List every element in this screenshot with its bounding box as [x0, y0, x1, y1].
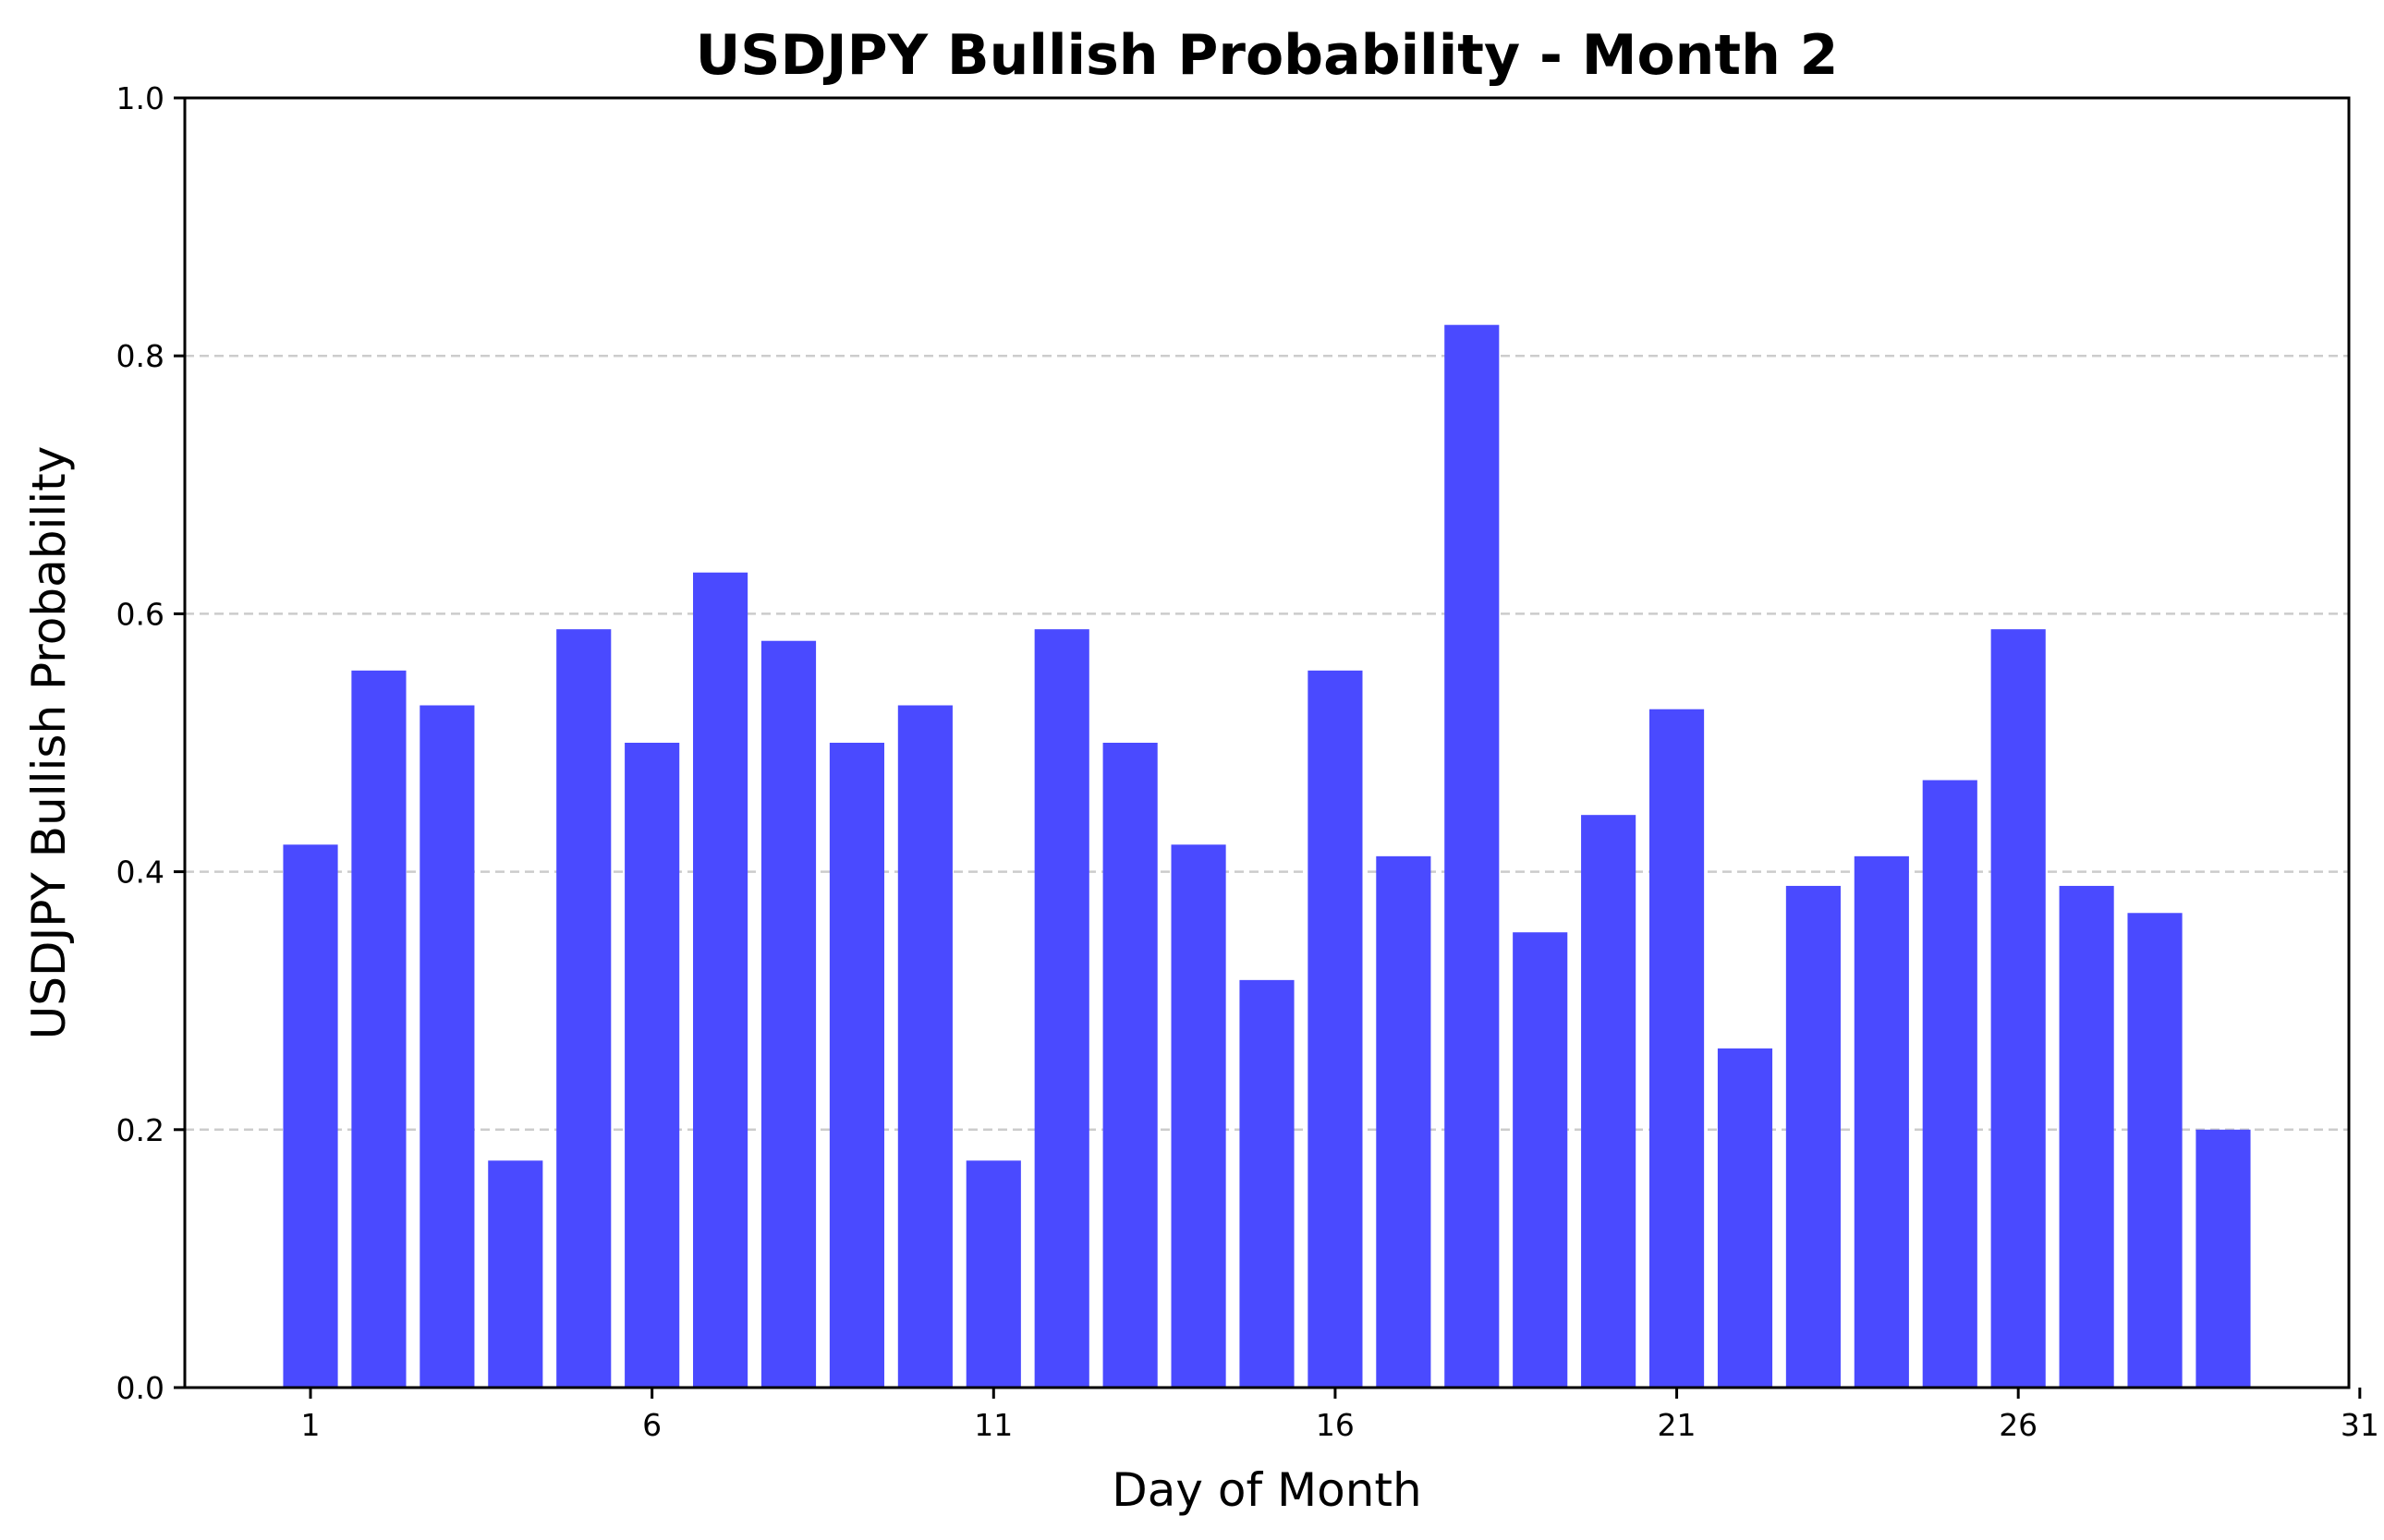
- y-axis-label: USDJPY Bullish Probability: [22, 446, 76, 1040]
- bar-day-18: [1444, 324, 1500, 1388]
- bar-day-1: [283, 844, 338, 1388]
- bar-day-7: [693, 572, 748, 1388]
- x-axis-ticks: 1 6 11 16 21 26 31: [301, 1388, 2379, 1443]
- bar-day-25: [1922, 780, 1977, 1388]
- y-tick-label-0.8: 0.8: [116, 338, 164, 374]
- bar-day-9: [829, 743, 885, 1388]
- bar-day-29: [2195, 1129, 2251, 1388]
- bar-day-15: [1239, 979, 1295, 1388]
- bar-day-14: [1171, 844, 1226, 1388]
- bar-day-20: [1581, 815, 1636, 1388]
- bar-day-16: [1308, 670, 1363, 1388]
- plot-frame: [183, 96, 2351, 1389]
- y-tick-label-0.4: 0.4: [116, 855, 164, 891]
- bar-day-28: [2127, 913, 2183, 1388]
- bar-day-8: [760, 640, 817, 1388]
- chart-title: USDJPY Bullish Probability - Month 2: [696, 23, 1839, 88]
- x-tick-label-11: 11: [974, 1407, 1013, 1443]
- y-tick-label-0.0: 0.0: [116, 1370, 164, 1406]
- bar-day-26: [1990, 629, 2046, 1388]
- bar-day-5: [556, 629, 612, 1388]
- bar-day-11: [966, 1160, 1021, 1388]
- x-tick-label-1: 1: [301, 1407, 321, 1443]
- x-tick-label-31: 31: [2341, 1407, 2379, 1443]
- bar-day-23: [1785, 885, 1841, 1388]
- bar-day-6: [625, 743, 680, 1388]
- bar-day-19: [1513, 932, 1568, 1388]
- bar-day-13: [1102, 743, 1158, 1388]
- y-tick-label-0.6: 0.6: [116, 596, 164, 632]
- bar-day-24: [1854, 855, 1909, 1388]
- bar-day-21: [1648, 709, 1705, 1388]
- bar-day-22: [1717, 1048, 1773, 1388]
- y-tick-label-1.0: 1.0: [116, 80, 164, 116]
- bars: [283, 324, 2251, 1388]
- x-tick-label-6: 6: [642, 1407, 662, 1443]
- x-tick-label-26: 26: [1999, 1407, 2037, 1443]
- bar-day-27: [2059, 885, 2114, 1388]
- x-axis-label: Day of Month: [1112, 1463, 1421, 1517]
- bar-day-2: [351, 670, 407, 1388]
- bar-day-3: [420, 705, 475, 1388]
- y-tick-label-0.2: 0.2: [116, 1112, 164, 1148]
- y-axis-ticks: 0.0 0.2 0.4 0.6 0.8 1.0: [116, 80, 185, 1406]
- bar-day-17: [1376, 855, 1431, 1388]
- bar-day-12: [1034, 629, 1089, 1388]
- bar-day-10: [897, 705, 953, 1388]
- bar-day-4: [488, 1160, 543, 1388]
- x-tick-label-21: 21: [1658, 1407, 1697, 1443]
- x-tick-label-16: 16: [1316, 1407, 1355, 1443]
